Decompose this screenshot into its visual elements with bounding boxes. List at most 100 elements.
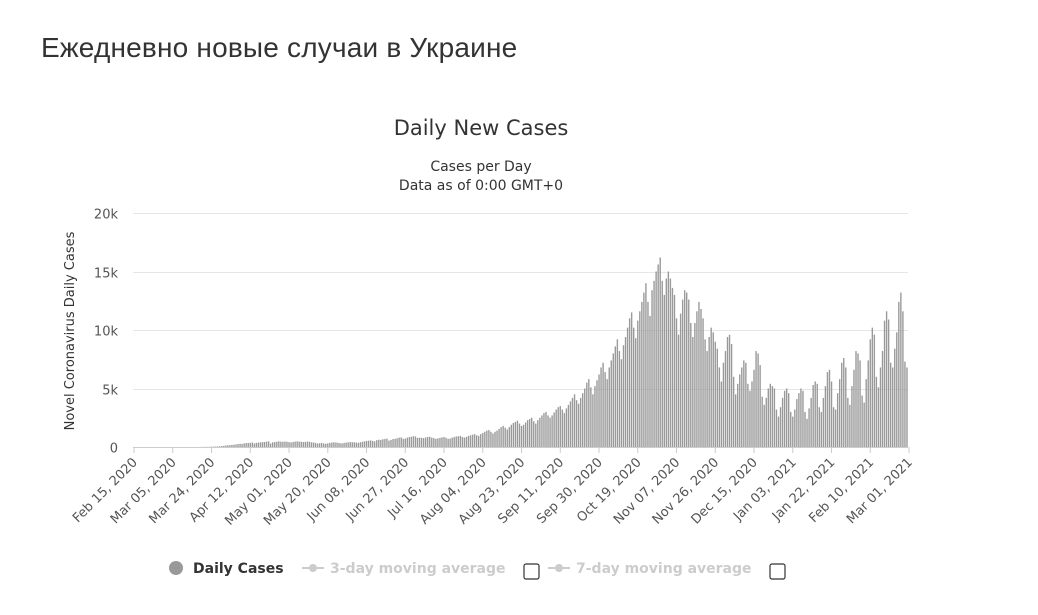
bar <box>386 438 388 447</box>
bar <box>245 443 247 447</box>
bar <box>406 437 409 447</box>
bar <box>420 437 423 447</box>
bar <box>781 397 784 447</box>
bar <box>261 442 264 447</box>
bar <box>431 437 433 447</box>
bar <box>533 421 535 447</box>
bar <box>447 438 449 447</box>
bar <box>722 362 725 447</box>
bar <box>400 437 402 447</box>
bar <box>559 406 561 447</box>
bar <box>555 409 557 447</box>
bar <box>877 387 880 447</box>
bar <box>700 308 702 447</box>
bar <box>828 369 831 447</box>
bar <box>820 411 823 447</box>
bar <box>683 290 686 447</box>
bar <box>390 439 392 447</box>
chart-subtitle-line-1: Cases per Day <box>430 159 531 175</box>
bar <box>630 312 633 447</box>
bar <box>655 271 657 447</box>
bar <box>359 442 362 447</box>
x-tick-label: May 20, 2020 <box>261 455 334 528</box>
y-axis-title: Novel Coronavirus Daily Cases <box>63 231 78 430</box>
bar <box>724 351 727 447</box>
bar <box>788 393 790 447</box>
page-heading: Ежедневно новые случаи в Украине <box>41 32 518 63</box>
bar <box>637 320 639 447</box>
bar <box>371 440 374 447</box>
bar <box>233 444 235 447</box>
bar <box>677 334 680 447</box>
bar <box>824 386 827 447</box>
bar <box>838 379 841 447</box>
bar <box>337 442 339 447</box>
bar <box>221 446 223 447</box>
bar <box>298 441 300 447</box>
bar <box>794 409 796 447</box>
bar <box>669 278 672 447</box>
bar <box>557 407 559 447</box>
bar <box>284 441 286 447</box>
bar <box>747 383 749 447</box>
bar <box>743 360 745 447</box>
bar <box>494 431 496 447</box>
bar <box>569 401 572 447</box>
bar <box>498 428 500 448</box>
legend-item-daily-cases[interactable]: Daily Cases <box>169 561 284 577</box>
legend-item-7-day-average[interactable]: 7-day moving average <box>548 561 752 577</box>
bar <box>620 359 623 447</box>
bar <box>543 413 545 447</box>
bar <box>288 442 290 447</box>
bar <box>875 376 878 447</box>
bar <box>734 394 737 447</box>
bar <box>347 442 349 447</box>
bar <box>496 430 498 447</box>
bar <box>573 394 576 447</box>
bar <box>802 390 804 447</box>
bar <box>310 442 313 447</box>
bar <box>335 442 337 447</box>
checkbox-7-day-average[interactable] <box>769 563 786 580</box>
bar <box>900 292 902 447</box>
bar <box>692 337 694 447</box>
bar <box>488 430 490 447</box>
bar <box>806 418 808 447</box>
bar <box>439 437 441 447</box>
bar <box>225 445 227 447</box>
bar <box>500 427 502 447</box>
bar <box>276 441 278 447</box>
bar <box>482 432 484 447</box>
bar <box>751 381 753 447</box>
bar <box>845 367 847 447</box>
bar <box>624 337 627 447</box>
bar <box>490 431 492 447</box>
y-axis-ticks: 0 5k 10k 15k 20k <box>94 208 119 457</box>
bar <box>394 438 396 447</box>
bar <box>761 396 763 447</box>
bar <box>441 437 443 447</box>
bar <box>567 404 570 447</box>
bar <box>896 332 898 447</box>
bar <box>618 351 621 447</box>
bar <box>274 442 276 447</box>
bar <box>478 435 480 447</box>
bar <box>800 388 802 447</box>
bar <box>378 439 380 447</box>
bar <box>361 441 364 447</box>
bar <box>647 301 649 447</box>
bar <box>641 301 643 447</box>
bar <box>365 440 368 447</box>
bar <box>865 379 867 447</box>
bar <box>745 362 747 447</box>
legend-item-3-day-average[interactable]: 3-day moving average <box>302 561 506 577</box>
bar <box>783 390 786 447</box>
bar <box>592 394 594 447</box>
checkbox-3-day-average[interactable] <box>523 563 540 580</box>
bar <box>249 442 251 447</box>
bar <box>686 292 688 447</box>
bar <box>227 445 229 447</box>
bar <box>871 327 874 447</box>
bar <box>902 311 904 447</box>
bar <box>363 441 366 447</box>
